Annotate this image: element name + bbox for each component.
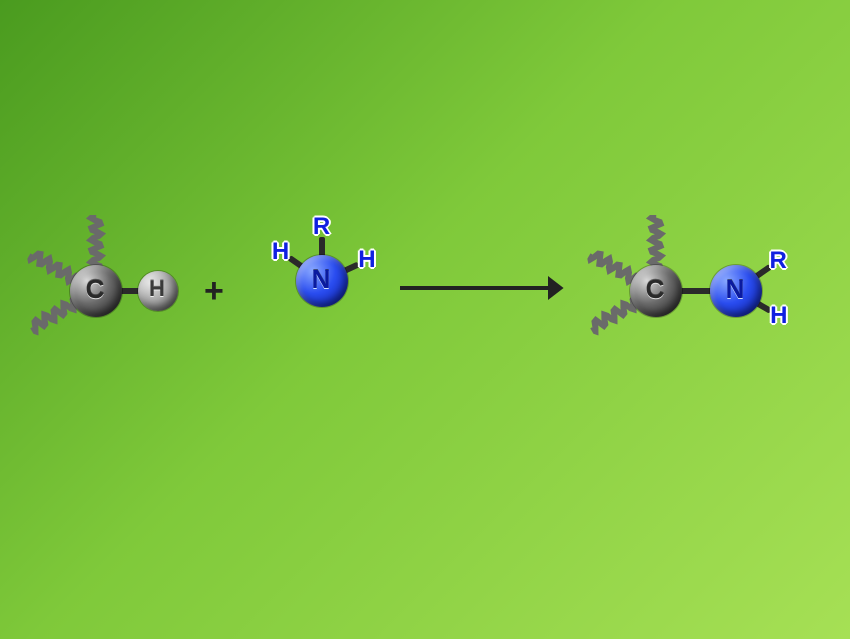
atom-c: C <box>630 265 682 317</box>
plus-sign: + <box>204 272 224 311</box>
wavy-bond <box>86 215 106 270</box>
atom-label: C <box>646 274 665 305</box>
atom-label: H <box>149 276 165 302</box>
atom-h: H <box>138 271 178 311</box>
atom-label: N <box>726 274 745 305</box>
substituent-r: R <box>769 247 786 275</box>
substituent-h: H <box>770 302 787 330</box>
substituent-h: H <box>272 238 289 266</box>
atom-label: C <box>86 274 105 305</box>
wavy-bond <box>646 215 666 270</box>
atom-n: N <box>296 255 348 307</box>
reaction-diagram: CH+NHHRCNHR <box>0 0 850 639</box>
atom-n: N <box>710 265 762 317</box>
bond <box>678 288 714 294</box>
substituent-r: R <box>313 213 330 241</box>
atom-c: C <box>70 265 122 317</box>
reaction-arrow <box>398 272 564 304</box>
atom-label: N <box>312 264 331 295</box>
substituent-h: H <box>358 246 375 274</box>
